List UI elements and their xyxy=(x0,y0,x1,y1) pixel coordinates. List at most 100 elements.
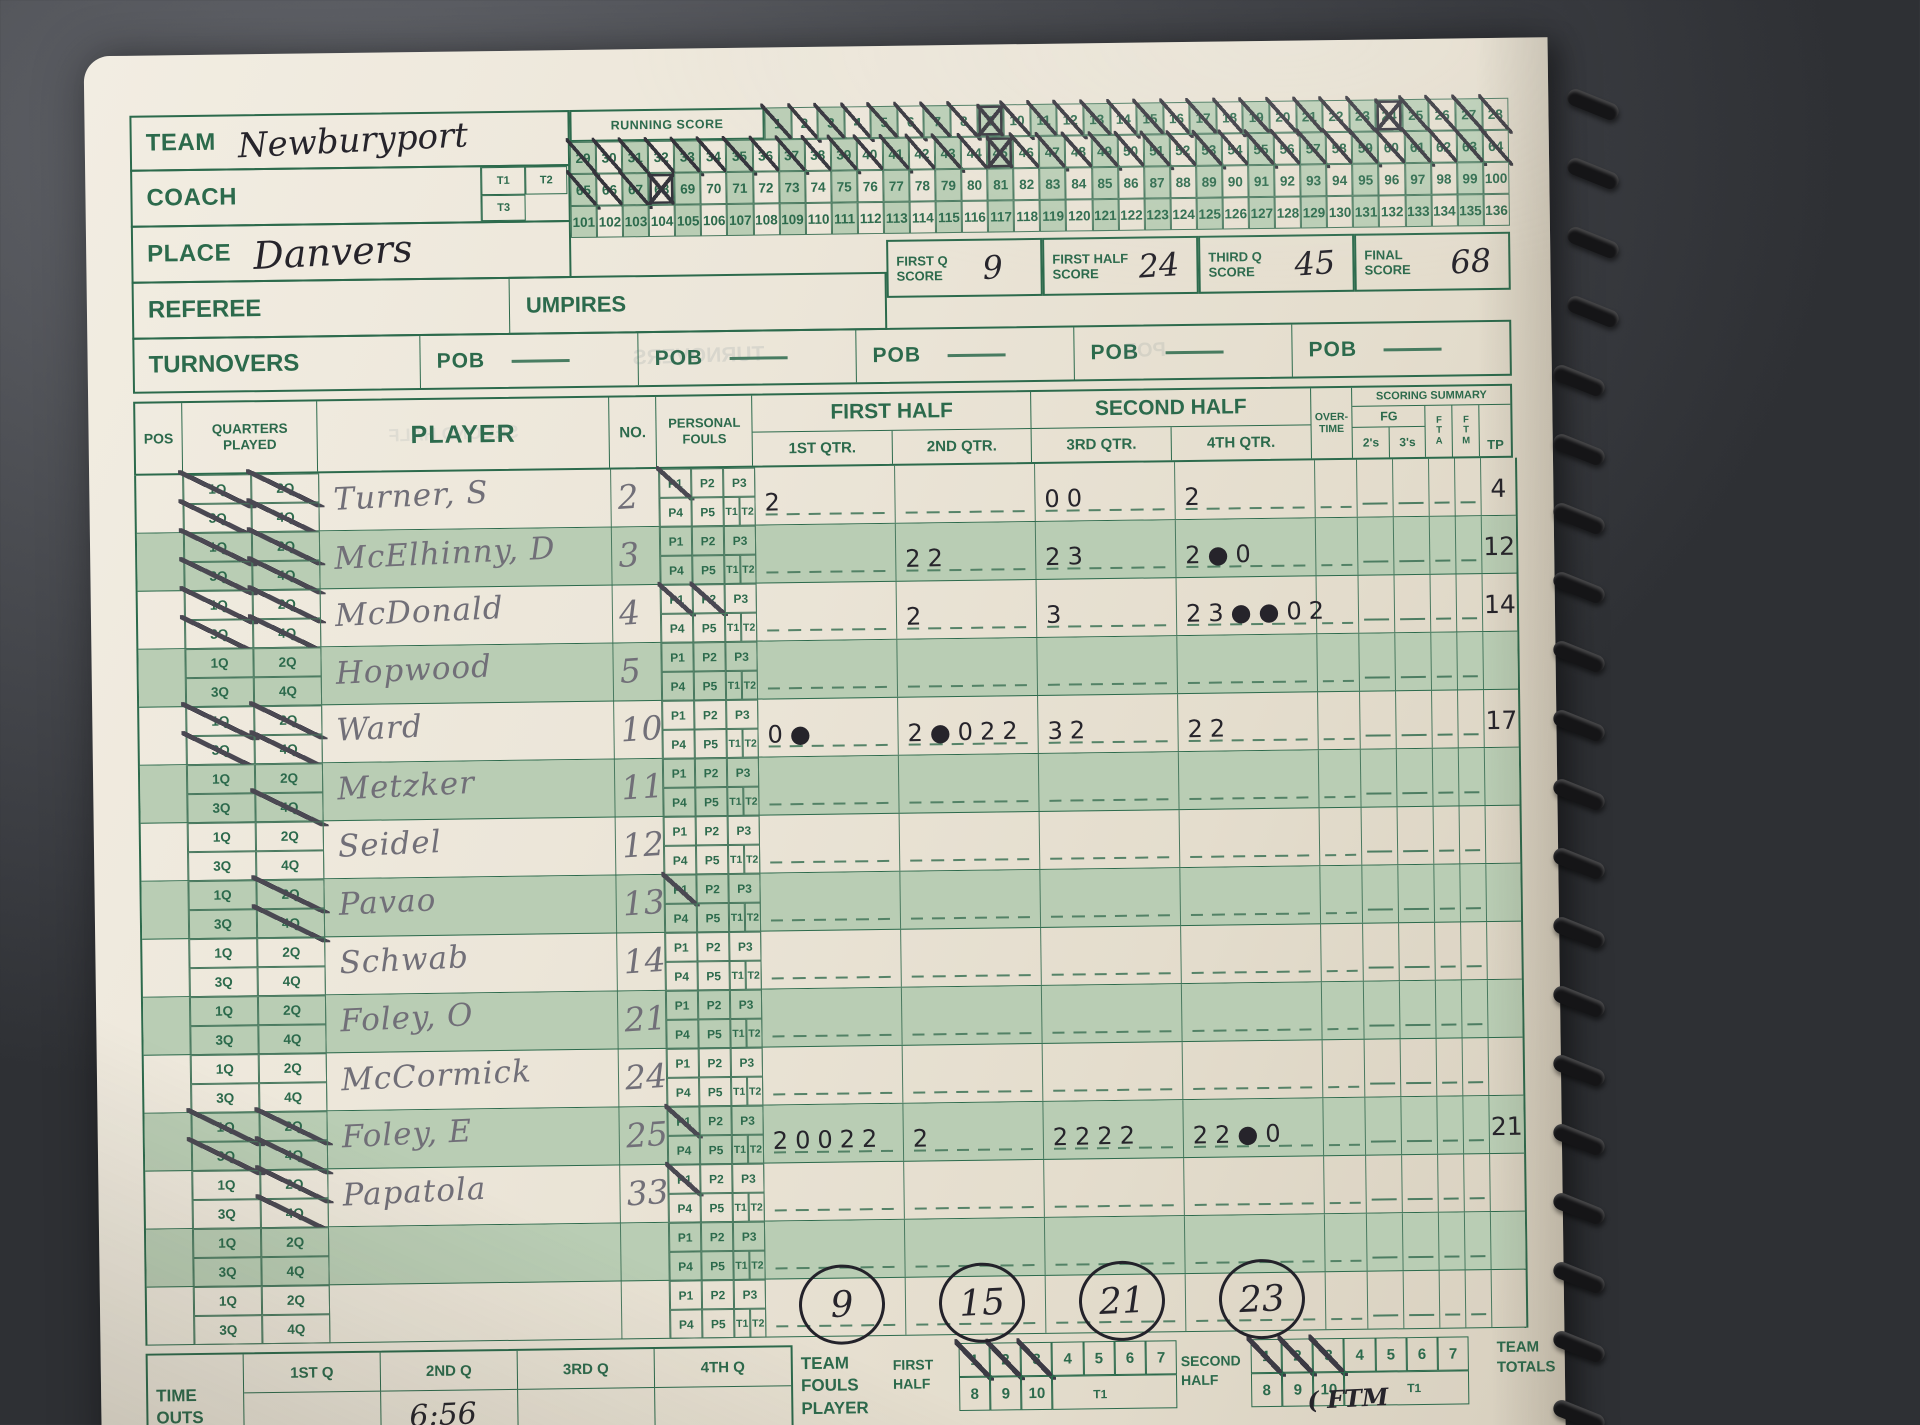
quarter-box-3Q: 3Q xyxy=(192,1199,261,1230)
qtr-2-entry: 2●022 xyxy=(907,716,1025,748)
fg-2s-cell xyxy=(1360,691,1397,749)
qtr-dash-slots xyxy=(1053,1088,1173,1092)
first-q-score-label: FIRST Q SCORE xyxy=(896,253,948,284)
ot-dash-slots xyxy=(1322,621,1354,625)
qtr-3-entry: 23 xyxy=(1044,542,1091,572)
fta-dash xyxy=(1444,1255,1460,1258)
quarter-box-1Q: 1Q xyxy=(186,764,256,795)
quarters-grid: 1Q 2Q 3Q 4Q xyxy=(189,995,327,1056)
running-score-cell-114: 114 xyxy=(909,201,937,234)
qtr-3-entry: 3 xyxy=(1045,600,1069,629)
fta-dash xyxy=(1441,1023,1457,1026)
qtr-dash-slots xyxy=(767,627,887,632)
ftm-dash xyxy=(1462,675,1478,678)
fta-dash xyxy=(1445,1313,1461,1316)
ftm-cell xyxy=(1459,806,1487,864)
overtime-cell xyxy=(1319,807,1363,866)
foul-box-P2: P2 xyxy=(697,990,731,1020)
pos-cell xyxy=(138,649,187,707)
fg-3s-dash xyxy=(1408,1255,1434,1259)
umpires-label: UMPIRES xyxy=(525,291,627,318)
player-number: 2 xyxy=(616,476,640,517)
foul-box-T1: T1 xyxy=(729,960,746,991)
foul-box-P3: P3 xyxy=(732,1163,765,1193)
player-name: McDonald xyxy=(334,590,505,635)
quarters-grid: 1Q 2Q 3Q 4Q xyxy=(192,1169,329,1230)
fg-2s-dash xyxy=(1373,1314,1399,1317)
team-foul-6: 6 xyxy=(1114,1340,1146,1376)
running-score-cell-72: 72 xyxy=(752,171,780,204)
quarter-box-4Q: 4Q xyxy=(261,1256,330,1287)
foul-box-P2: P2 xyxy=(697,932,730,962)
player-number: 3 xyxy=(616,534,641,575)
foul-box-P1: P1 xyxy=(660,584,693,614)
overtime-cell xyxy=(1318,749,1362,808)
foul-box-P4: P4 xyxy=(666,1019,699,1049)
player-number: 33 xyxy=(625,1171,670,1214)
qtr-1-cell: 20022 xyxy=(763,1103,905,1163)
quarter-box-4Q: 4Q xyxy=(258,1024,327,1055)
fg-3s-cell xyxy=(1399,922,1436,981)
spiral-loop xyxy=(1550,776,1608,813)
foul-box-P4: P4 xyxy=(665,961,698,991)
qtr-4-entry: 22●0 xyxy=(1192,1119,1288,1150)
qtr-dash-slots xyxy=(907,684,1027,688)
running-score-cell-78: 78 xyxy=(909,169,936,202)
player-name-cell: McCormick xyxy=(326,1049,620,1111)
running-score-cell-108: 108 xyxy=(753,203,780,236)
fouls-row-1: P1 P2 P3 xyxy=(659,525,757,556)
spiral-loop xyxy=(1550,845,1608,882)
third-q-score-value: 45 xyxy=(1293,243,1337,284)
fouls-row-2: P4 P5 T1 T2 xyxy=(667,1076,764,1107)
qtr-2-entry: 2 xyxy=(912,1124,936,1153)
fta-dash xyxy=(1443,1197,1459,1200)
twos-label: 2's xyxy=(1353,427,1390,458)
quarters-cell: 1Q 2Q 3Q 4Q xyxy=(186,705,323,766)
foul-box-P5: P5 xyxy=(699,1077,732,1107)
quarters-grid: 1Q 2Q 3Q 4Q xyxy=(183,531,321,592)
fg-3s-cell xyxy=(1399,980,1437,1039)
foul-box-T2: T2 xyxy=(746,1018,763,1048)
foul-box-T2: T2 xyxy=(740,554,757,584)
timeout-col-label: 4TH Q xyxy=(654,1347,792,1389)
fouls-cell: P1 P2 P3 P4 P5 T1 T2 xyxy=(661,641,759,701)
qtr-2-entry: 2 xyxy=(905,602,929,631)
foul-box-P3: P3 xyxy=(723,467,756,498)
second-half-fouls-label: SECOND HALF xyxy=(1180,1352,1241,1389)
foul-box-P5: P5 xyxy=(693,671,727,701)
foul-box-P1: P1 xyxy=(663,816,696,846)
pos-cell xyxy=(136,533,185,591)
score-boxes: FIRST Q SCORE 9 FIRST HALF SCORE 24 THIRD … xyxy=(84,37,1548,298)
qtr-1-cell: 2 xyxy=(755,465,896,525)
quarter-total-circles xyxy=(84,37,1548,56)
running-score-cell-97: 97 xyxy=(1404,162,1432,196)
quarter-box-2Q: 2Q xyxy=(260,1227,330,1258)
qtr-dash-slots xyxy=(772,1033,892,1038)
tp-cell: 21 xyxy=(1489,1096,1524,1153)
pob-cell-2: POB xyxy=(637,330,856,386)
pos-cell xyxy=(139,707,187,765)
qtr-4-cell xyxy=(1184,1156,1325,1216)
running-score-cell-136: 136 xyxy=(1483,193,1510,227)
final-score-label: FINAL SCORE xyxy=(1364,247,1411,278)
quarter-box-3Q: 3Q xyxy=(191,1141,261,1172)
bottom-player-label: PLAYER xyxy=(801,1398,869,1419)
foul-box-T2: T2 xyxy=(739,496,756,526)
tp-value: 21 xyxy=(1490,1111,1523,1142)
qtr-2-cell xyxy=(901,985,1043,1045)
ftm-dash xyxy=(1463,733,1479,736)
ftm-note: ( FTM xyxy=(1306,1382,1390,1415)
overtime-cell xyxy=(1315,459,1358,518)
foul-box-P1: P1 xyxy=(668,1222,702,1252)
fouls-cell: P1 P2 P3 P4 P5 T1 T2 xyxy=(659,525,757,585)
player-number-cell: 4 xyxy=(612,584,662,643)
first-half-score-box: FIRST HALF SCORE 24 xyxy=(1042,235,1199,296)
referee-label: REFEREE xyxy=(147,295,262,324)
player-name-cell xyxy=(329,1281,623,1343)
foul-box-T1: T1 xyxy=(727,786,744,817)
overtime-cell xyxy=(1324,1155,1367,1214)
quarter-box-3Q: 3Q xyxy=(184,619,254,650)
foul-box-P5: P5 xyxy=(701,1250,734,1281)
pos-cell xyxy=(145,1229,194,1287)
foul-box-T2: T2 xyxy=(748,1192,765,1222)
